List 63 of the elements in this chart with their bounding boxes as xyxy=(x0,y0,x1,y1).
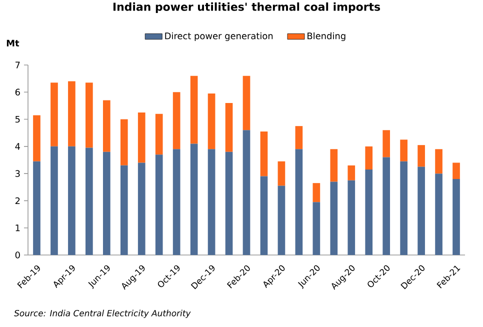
y-tick-label: 7 xyxy=(16,62,20,68)
bar xyxy=(33,115,40,162)
bar xyxy=(190,76,198,144)
bar xyxy=(102,100,110,152)
bar xyxy=(382,157,390,255)
bar xyxy=(365,170,373,255)
bar xyxy=(312,183,320,202)
bar xyxy=(418,145,425,167)
bar xyxy=(382,130,390,158)
bar xyxy=(295,149,303,255)
bar xyxy=(260,176,268,255)
bar xyxy=(225,102,233,152)
y-tick-label: 6 xyxy=(15,88,20,96)
bar xyxy=(225,152,233,255)
bar xyxy=(312,202,320,255)
y-tick-label: 5 xyxy=(15,116,20,123)
bar xyxy=(86,148,93,255)
bar xyxy=(190,144,198,255)
bar xyxy=(172,149,180,255)
bar xyxy=(418,166,425,255)
bar xyxy=(348,180,356,255)
bar xyxy=(155,114,163,155)
bar xyxy=(452,179,460,255)
legend-label: Direct power generation xyxy=(165,32,273,42)
bar xyxy=(120,165,128,255)
chart-title: Indian power utilities' thermal coal imports xyxy=(113,2,380,14)
bar xyxy=(102,152,110,255)
legend-label: Blending xyxy=(308,32,346,42)
bar xyxy=(242,76,250,130)
bar xyxy=(50,146,58,255)
bar xyxy=(68,81,76,146)
y-tick-label: 2 xyxy=(15,197,20,204)
bar xyxy=(400,140,408,162)
bar xyxy=(278,161,286,186)
bar xyxy=(33,161,40,255)
bar xyxy=(50,82,58,146)
bar xyxy=(365,146,373,170)
bar xyxy=(208,149,216,255)
bar xyxy=(452,162,460,179)
bar xyxy=(260,131,268,176)
bar xyxy=(120,119,128,166)
bar xyxy=(242,130,250,255)
bar xyxy=(68,146,76,255)
bar xyxy=(348,165,356,180)
bar xyxy=(208,93,216,150)
y-tick-label: 3 xyxy=(15,170,20,177)
bar xyxy=(435,174,442,255)
bar xyxy=(172,92,180,150)
bar xyxy=(400,161,408,255)
bar xyxy=(278,186,286,255)
bar xyxy=(86,82,93,148)
y-axis-title: Mt xyxy=(6,40,20,46)
bar xyxy=(155,154,163,255)
bar xyxy=(138,112,146,163)
bar xyxy=(435,149,442,174)
y-tick-label: 0 xyxy=(15,252,20,258)
y-tick-label: 4 xyxy=(15,143,20,150)
bar xyxy=(295,126,303,150)
bar xyxy=(138,162,146,255)
y-tick-label: 1 xyxy=(16,224,20,232)
bar xyxy=(330,182,338,255)
source-note: Source: India Central Electricity Authority xyxy=(14,310,191,318)
bar xyxy=(330,149,338,182)
